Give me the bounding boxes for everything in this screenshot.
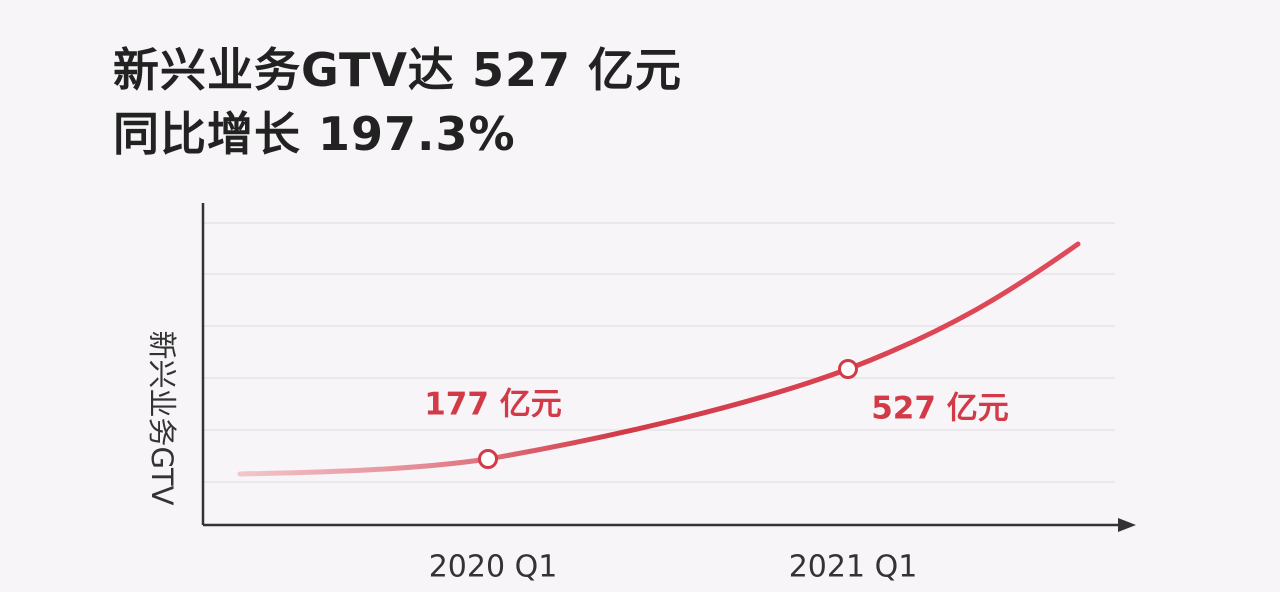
grid-lines (203, 222, 1115, 483)
series-line (237, 241, 1081, 477)
x-tick-label: 2021 Q1 (789, 550, 918, 585)
data-point-1 (478, 449, 498, 469)
data-label-1: 177 亿元 (424, 387, 562, 423)
data-label-2: 527 亿元 (871, 391, 1009, 427)
chart-title: 新兴业务GTV达 527 亿元 同比增长 197.3% (113, 38, 682, 166)
chart-title-line1: 新兴业务GTV达 527 亿元 (113, 43, 682, 97)
chart-subtitle: 同比增长 197.3% (113, 107, 516, 161)
y-axis-label: 新兴业务GTV (145, 331, 179, 506)
x-axis-arrow-icon (1118, 518, 1136, 532)
data-point-2 (838, 359, 858, 379)
x-tick-label: 2020 Q1 (429, 550, 558, 585)
